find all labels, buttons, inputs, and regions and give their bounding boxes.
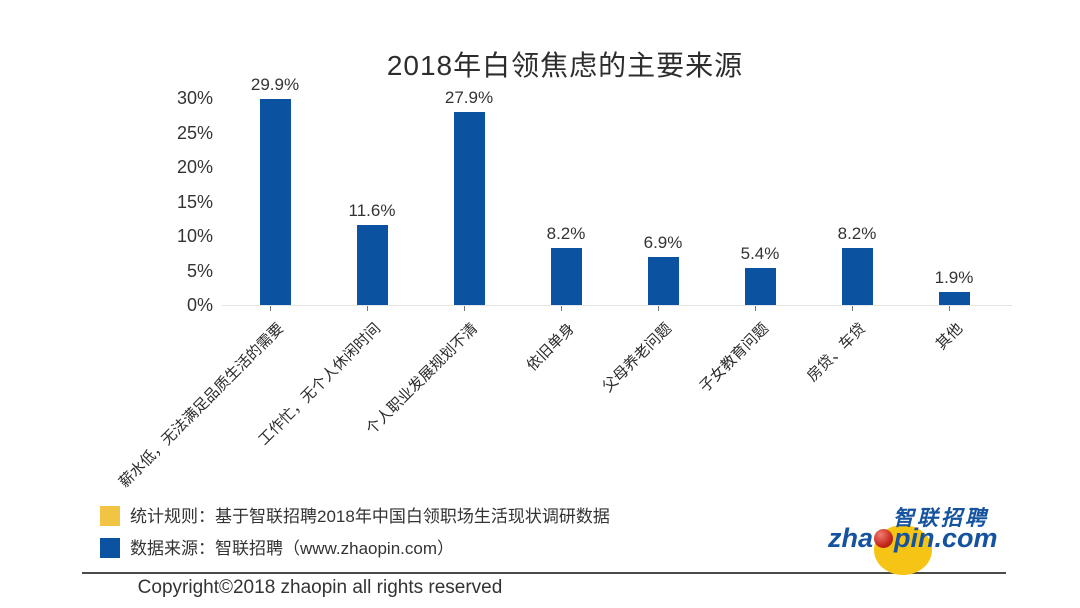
y-axis-tick-label: 25% [176, 122, 213, 143]
y-axis-tick-label: 30% [176, 88, 213, 108]
bar-value-label: 1.9% [934, 267, 974, 287]
bar [745, 267, 776, 305]
bar-value-label: 29.9% [250, 74, 300, 94]
logo-chinese-name: 智联招聘 [893, 507, 989, 530]
bar-value-label: 6.9% [643, 233, 683, 253]
logo-domain-text: zha pin.com [828, 523, 998, 554]
legend-swatch-icon [100, 538, 120, 558]
footer-divider [82, 572, 1006, 574]
x-axis-tick-label: 房贷、车贷 [803, 320, 870, 386]
axis-tick [367, 306, 368, 311]
x-axis-tick-label: 依旧单身 [523, 320, 579, 375]
logo-red-ball-icon [874, 529, 894, 548]
legend-label: 数据来源：智联招聘（www.zhaopin.com） [130, 539, 455, 558]
y-axis-tick-label: 10% [176, 226, 213, 246]
bar-value-label: 8.2% [546, 224, 586, 244]
bar [939, 291, 970, 305]
logo-domain-suffix: pin.com [894, 523, 998, 553]
chart-title: 2018年白领焦虑的主要来源 [386, 50, 744, 81]
legend-swatch-icon [100, 506, 120, 526]
x-axis-tick-label: 父母养老问题 [599, 320, 676, 396]
axis-tick [658, 306, 659, 311]
y-axis-tick-label: 20% [176, 157, 213, 177]
axis-tick [949, 306, 950, 311]
bar-value-label: 8.2% [837, 224, 877, 244]
bar-value-label: 5.4% [740, 243, 780, 263]
bar [842, 248, 873, 305]
axis-tick [755, 306, 756, 311]
x-axis-line [222, 305, 1012, 306]
x-axis-tick-label: 子女教育问题 [696, 320, 773, 396]
y-axis-tick-label: 5% [186, 260, 213, 281]
bar [260, 98, 291, 305]
axis-tick [852, 306, 853, 311]
axis-tick [464, 306, 465, 311]
legend-label: 统计规则：基于智联招聘2018年中国白领职场生活现状调研数据 [130, 507, 610, 526]
zhaopin-logo: 智联招聘 zha pin.com [828, 497, 1013, 575]
bar [648, 257, 679, 305]
x-axis-tick-label: 其他 [932, 320, 967, 354]
axis-tick [270, 306, 271, 311]
copyright-text: Copyright©2018 zhaopin all rights reserv… [137, 577, 503, 598]
bar-value-label: 27.9% [444, 88, 494, 108]
y-axis-tick-label: 0% [186, 295, 213, 315]
bar [551, 248, 582, 305]
logo-domain-prefix: zha [828, 523, 874, 553]
x-axis-tick-label: 个人职业发展规划不清 [362, 320, 482, 439]
bar [357, 224, 388, 305]
axis-tick [561, 306, 562, 311]
y-axis-tick-label: 15% [176, 191, 213, 212]
bar [454, 112, 485, 305]
x-axis-tick-label: 薪水低，无法满足品质生活的需要 [115, 320, 288, 492]
bar-value-label: 11.6% [348, 200, 396, 220]
